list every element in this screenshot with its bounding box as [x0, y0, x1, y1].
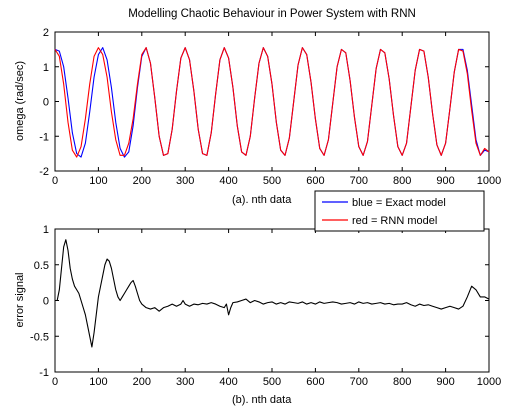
plot-a-xtick-label: 400 — [219, 175, 237, 187]
plot-b-xtick-label: 900 — [436, 376, 454, 388]
plot-a-xtick-label: 0 — [52, 175, 58, 187]
plot-a-series-1 — [54, 47, 490, 158]
plot-b-ytick-label: 1 — [43, 224, 49, 236]
plot-b-series-0 — [55, 239, 490, 348]
plot-a-lines — [54, 47, 490, 158]
plot-a-ytick-label: -1 — [39, 131, 49, 143]
plot-b-lines — [55, 239, 490, 348]
plot-a-ytick-label: 2 — [43, 27, 49, 39]
plot-b-xtick-label: 200 — [133, 376, 151, 388]
plot-b-ytick-label: 0.5 — [34, 260, 49, 272]
plot-b-ticks: 0 100 200 300 400 500 600 700 800 900 1000 -1 -0.5 0 0… — [30, 224, 501, 388]
legend-box — [314, 190, 485, 232]
plot-a-ylabel: omega (rad/sec) — [14, 61, 26, 141]
plot-a-xtick-label: 1000 — [477, 175, 501, 187]
plot-b-ytick-label: 0 — [43, 296, 49, 308]
plot-b-xtick-label: 1000 — [477, 376, 501, 388]
plot-a-xtick-label: 200 — [133, 175, 151, 187]
plot-a-xtick-label: 500 — [263, 175, 281, 187]
plot-a-xtick-label: 600 — [306, 175, 324, 187]
plot-a-xlabel: (a). nth data — [232, 194, 292, 206]
plot-a-xtick-label: 800 — [393, 175, 411, 187]
plot-a-ytick-label: 0 — [43, 97, 49, 109]
plot-b-ytick-label: -0.5 — [30, 331, 49, 343]
plot-a-xtick-label: 100 — [89, 175, 107, 187]
chart-title: Modelling Chaotic Behaviour in Power Sys… — [128, 8, 416, 20]
plot-b-xlabel: (b). nth data — [232, 394, 292, 406]
plot-a-ytick-label: 1 — [43, 62, 49, 74]
plot-b-xtick-label: 100 — [89, 376, 107, 388]
plot-b-xtick-label: 500 — [263, 376, 281, 388]
plot-a-ytick-label: -2 — [39, 166, 49, 178]
plot-b-xtick-label: 700 — [350, 376, 368, 388]
plot-a-xtick-label: 700 — [350, 175, 368, 187]
plot-b-ylabel: error signal — [14, 272, 26, 327]
plot-b-xtick-label: 0 — [52, 376, 58, 388]
plot-a-xtick-label: 900 — [436, 175, 454, 187]
plot-a-xtick-label: 300 — [176, 175, 194, 187]
plot-a-ticks: 0 100 200 300 400 500 600 700 800 900 1000 -2 -1 0 1 2 — [39, 27, 501, 187]
legend-entry-rnn: red = RNN model — [352, 215, 437, 227]
plot-b-xtick-label: 300 — [176, 376, 194, 388]
plot-b-xtick-label: 600 — [306, 376, 324, 388]
plot-b-xtick-label: 800 — [393, 376, 411, 388]
legend-entry-exact: blue = Exact model — [352, 197, 446, 209]
plot-b-ytick-label: -1 — [39, 367, 49, 379]
legend: blue = Exact model red = RNN model — [314, 190, 485, 232]
plot-b-xtick-label: 400 — [219, 376, 237, 388]
